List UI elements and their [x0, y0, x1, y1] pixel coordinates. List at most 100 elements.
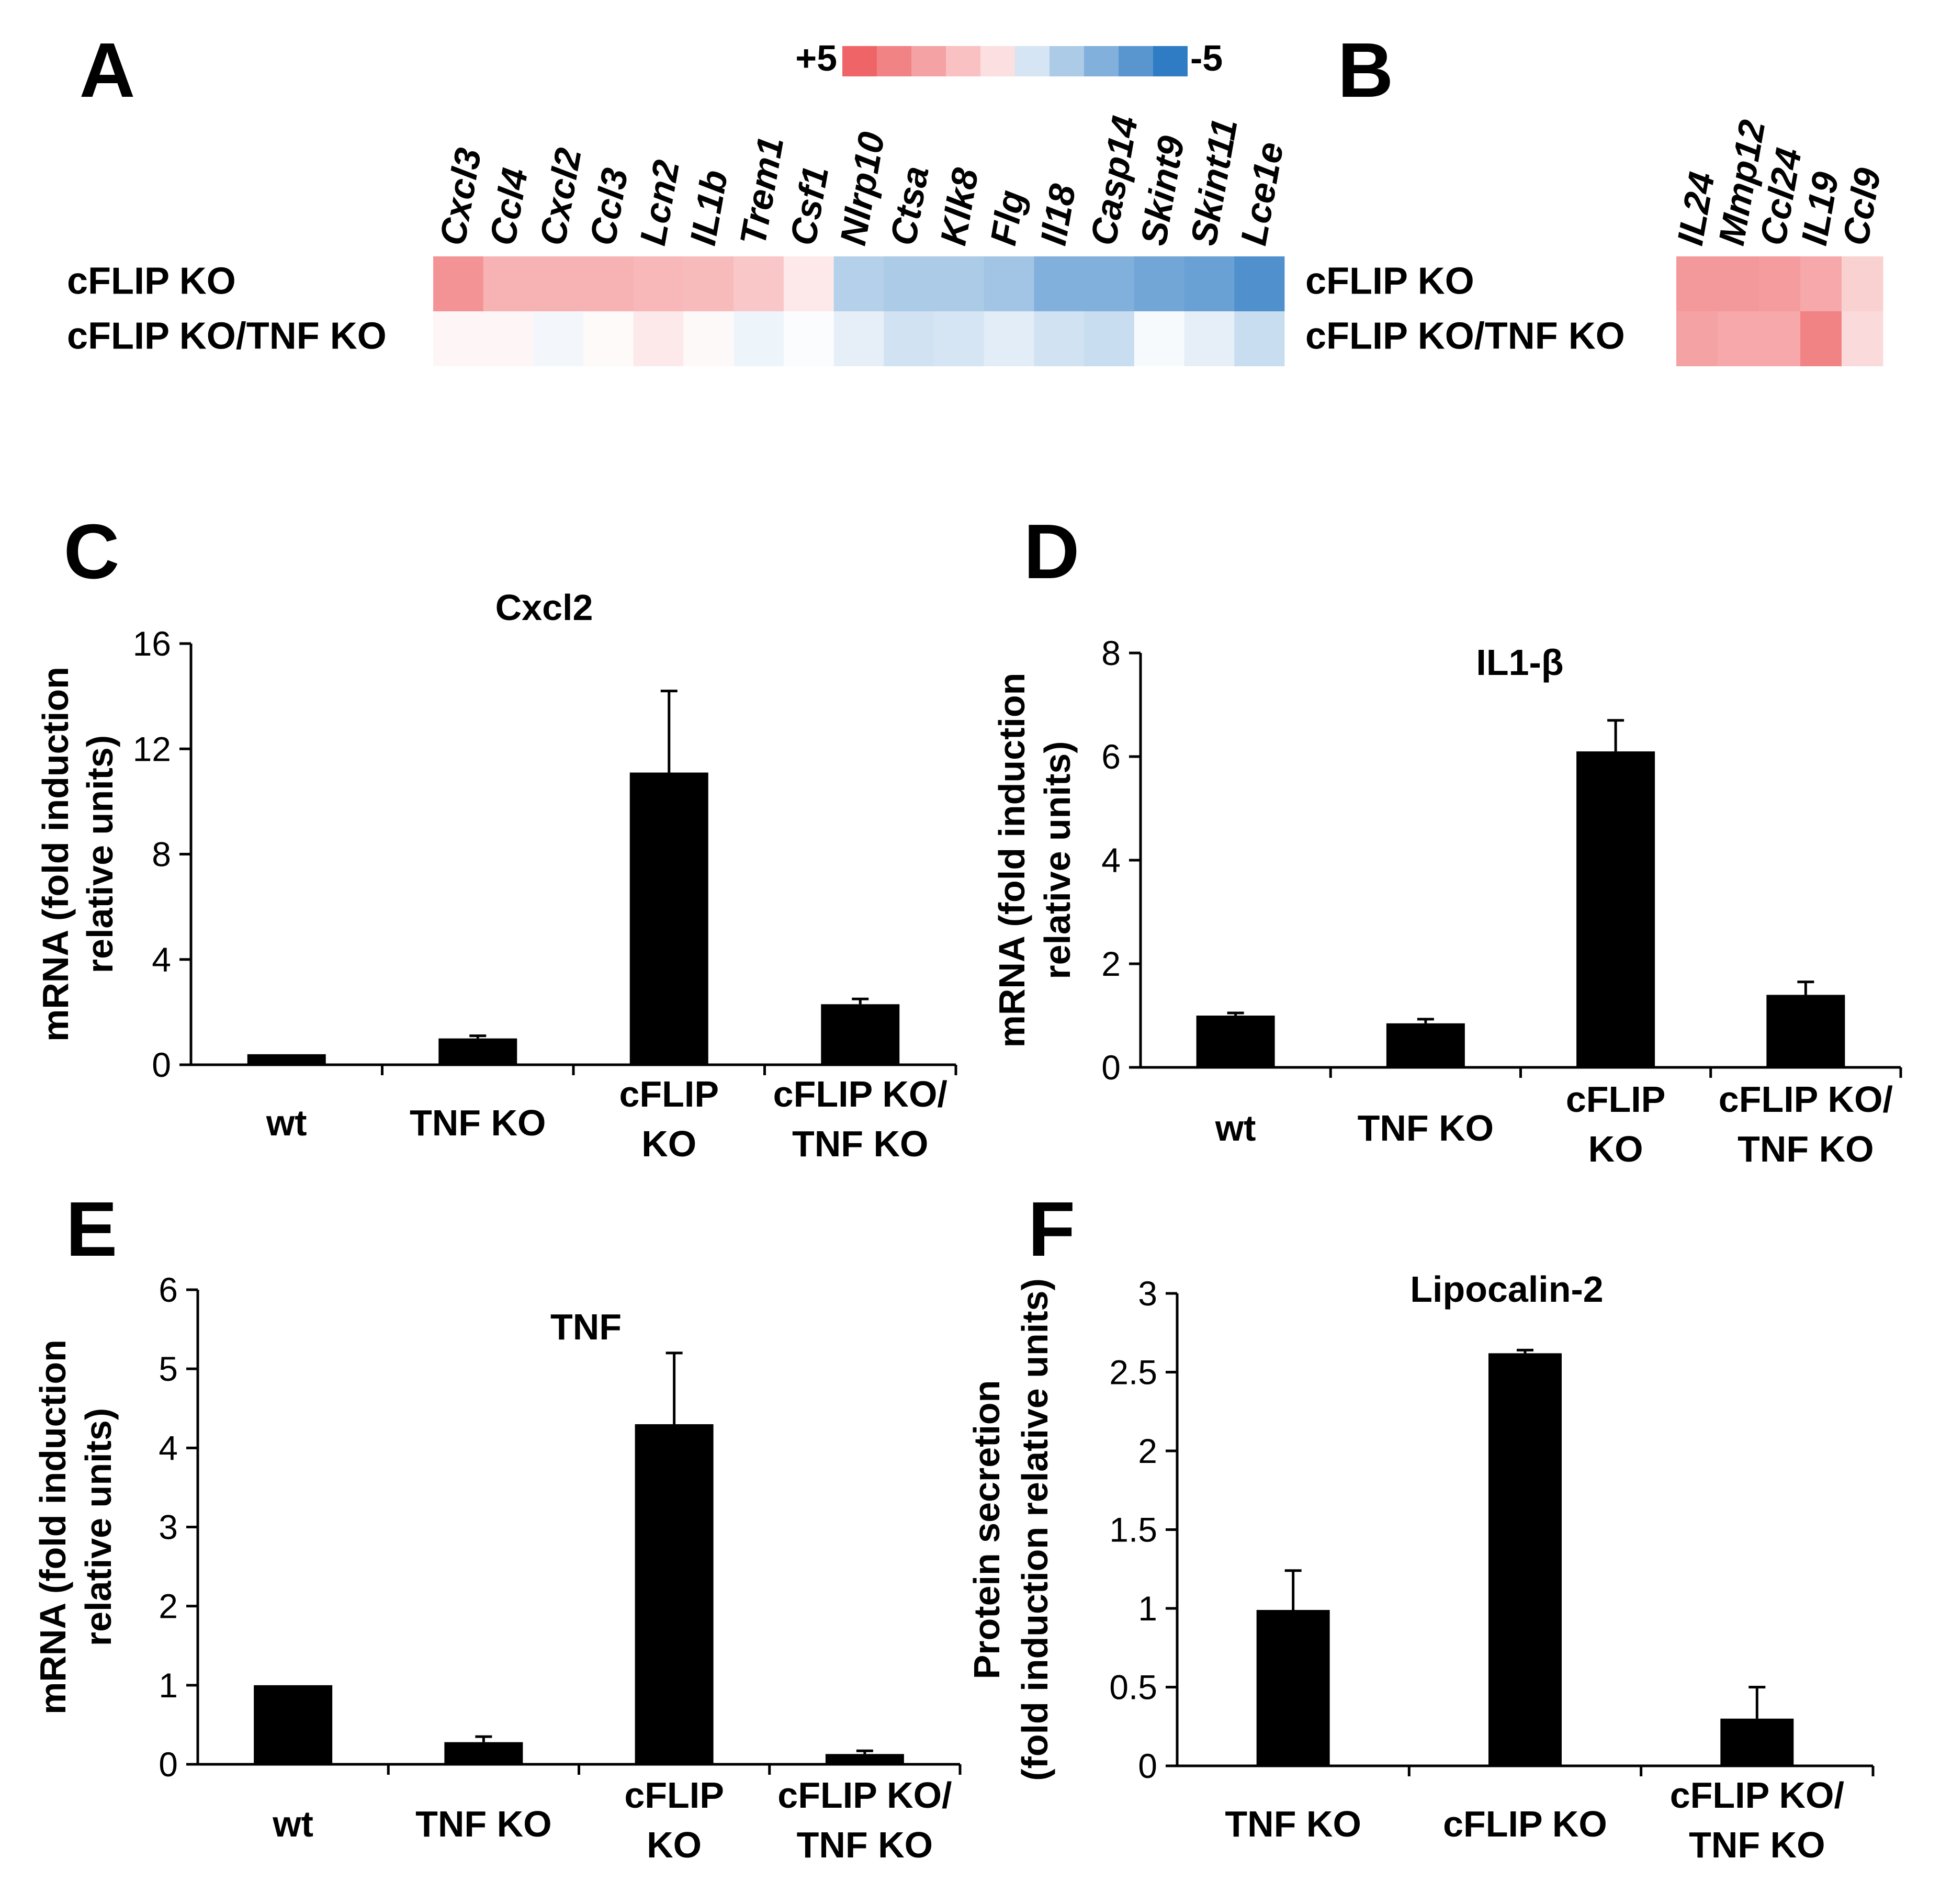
bar-e-3: [825, 1754, 904, 1764]
heatmap-cell: [1718, 311, 1759, 366]
heatmap-cell: [1134, 256, 1184, 311]
bar-d-3: [1766, 995, 1845, 1067]
heatmap-row-label: cFLIP KO: [1305, 260, 1474, 302]
heatmap-cell: [633, 256, 684, 311]
panel-letter-c: C: [64, 509, 120, 595]
y-tick-label: 0: [152, 1045, 171, 1084]
heatmap-cell: [1234, 256, 1285, 311]
heatmap-legend: +5 -5: [795, 38, 1223, 78]
heatmap-column-label: Lcn2: [632, 157, 687, 249]
heatmap-cell: [934, 256, 985, 311]
heatmap-cell: [433, 311, 484, 366]
heatmap-cell: [1234, 311, 1285, 366]
legend-swatch: [1153, 46, 1188, 76]
x-category-label: cFLIP: [619, 1074, 719, 1114]
heatmap-cell: [1800, 311, 1842, 366]
heatmap-cell: [984, 256, 1034, 311]
heatmap-cell: [683, 311, 734, 366]
x-category-label: TNF KO: [797, 1824, 933, 1865]
x-category-label: TNF KO: [410, 1102, 546, 1143]
y-tick-label: 4: [159, 1428, 178, 1467]
heatmap-cell: [833, 311, 884, 366]
bar-f-1: [1488, 1353, 1562, 1766]
heatmap-column-label: Trem1: [732, 133, 791, 248]
panel-letter-d: D: [1024, 509, 1080, 595]
legend-swatch: [877, 46, 911, 76]
heatmap-cell: [1084, 256, 1135, 311]
x-category-label: TNF KO: [1358, 1108, 1494, 1148]
heatmap-cell: [884, 256, 934, 311]
heatmap-row-label: cFLIP KO/TNF KO: [1305, 315, 1625, 357]
heatmap-cell: [1084, 311, 1135, 366]
y-tick-label: 0: [1138, 1747, 1157, 1785]
bar-chart-f: Lipocalin-2 Protein secretion (fold induct…: [966, 1269, 1875, 1865]
heatmap-cell: [734, 256, 784, 311]
legend-swatch: [1119, 46, 1153, 76]
y-tick-label: 5: [159, 1349, 178, 1388]
heatmap-column-label: IL1b: [682, 167, 736, 248]
heatmap-cell: [1134, 311, 1184, 366]
heatmap-column-label: Ctsa: [883, 163, 936, 249]
y-tick-label: 3: [159, 1508, 178, 1547]
y-tick-label: 4: [152, 940, 171, 979]
heatmap-cell: [833, 256, 884, 311]
heatmap-cell: [533, 256, 584, 311]
x-category-label: KO: [641, 1123, 696, 1164]
y-axis-label: relative units): [1037, 741, 1078, 979]
y-tick-label: 0: [1101, 1048, 1121, 1087]
chart-title: Cxcl2: [495, 587, 593, 628]
heatmap-cell: [1759, 256, 1801, 311]
y-axis-label: mRNA (fold induction: [32, 1339, 73, 1715]
heatmap-column-label: Ccl3: [582, 165, 636, 248]
y-axis-label: mRNA (fold induction: [991, 673, 1032, 1048]
y-tick-label: 6: [159, 1270, 178, 1309]
heatmap-row-label: cFLIP KO/TNF KO: [67, 315, 387, 357]
heatmap-cell: [1800, 256, 1842, 311]
bar-c-1: [438, 1038, 517, 1065]
heatmap-cell: [1842, 311, 1883, 366]
y-tick-label: 16: [133, 624, 171, 663]
y-tick-label: 2: [159, 1587, 178, 1626]
heatmap-cell: [783, 256, 834, 311]
heatmap-column-label: Cxcl2: [532, 145, 589, 249]
y-tick-label: 8: [1101, 634, 1121, 672]
y-tick-label: 4: [1101, 841, 1121, 880]
chart-title: Lipocalin-2: [1410, 1269, 1603, 1310]
x-category-label: TNF KO: [792, 1123, 929, 1164]
x-category-label: cFLIP: [624, 1775, 724, 1816]
bar-chart-d: IL1-β mRNA (fold induction relative units)…: [991, 634, 1902, 1169]
bar-chart-c: Cxcl2 mRNA (fold induction relative units)…: [35, 587, 957, 1164]
heatmap-cell: [1842, 256, 1883, 311]
legend-swatch: [980, 46, 1015, 76]
heatmap-cell: [884, 311, 934, 366]
panel-letter-a: A: [80, 27, 136, 114]
x-category-label: wt: [266, 1102, 307, 1143]
y-tick-label: 6: [1101, 737, 1121, 776]
heatmap-column-label: Lce1e: [1233, 139, 1291, 249]
legend-swatch: [1050, 46, 1084, 76]
x-category-label: TNF KO: [1689, 1824, 1825, 1865]
panel-letter-e: E: [66, 1186, 118, 1272]
heatmap-column-label: Il18: [1033, 181, 1084, 249]
x-category-label: TNF KO: [1737, 1129, 1874, 1169]
heatmap-cell: [1184, 311, 1235, 366]
bar-e-1: [444, 1742, 523, 1764]
heatmap-panel-a: cFLIP KO cFLIP KO/TNF KO Cxcl3Ccl4Cxcl2Ccl…: [67, 113, 1291, 366]
heatmap-column-label: Cxcl3: [432, 145, 489, 249]
bar-c-3: [821, 1004, 900, 1065]
heatmap-cell: [1034, 256, 1085, 311]
legend-swatch: [911, 46, 946, 76]
bar-e-2: [635, 1424, 714, 1764]
legend-swatch: [1015, 46, 1050, 76]
heatmap-cell: [1718, 256, 1759, 311]
bar-f-0: [1256, 1610, 1330, 1766]
legend-label-positive: +5: [795, 38, 837, 78]
bar-chart-e: TNF mRNA (fold induction relative units) 0 1…: [32, 1270, 962, 1865]
heatmap-cell: [533, 311, 584, 366]
legend-swatch: [1084, 46, 1119, 76]
heatmap-cell: [734, 311, 784, 366]
heatmap-cell: [483, 311, 534, 366]
x-category-label: TNF KO: [1225, 1804, 1361, 1844]
y-tick-label: 0.5: [1109, 1668, 1157, 1707]
